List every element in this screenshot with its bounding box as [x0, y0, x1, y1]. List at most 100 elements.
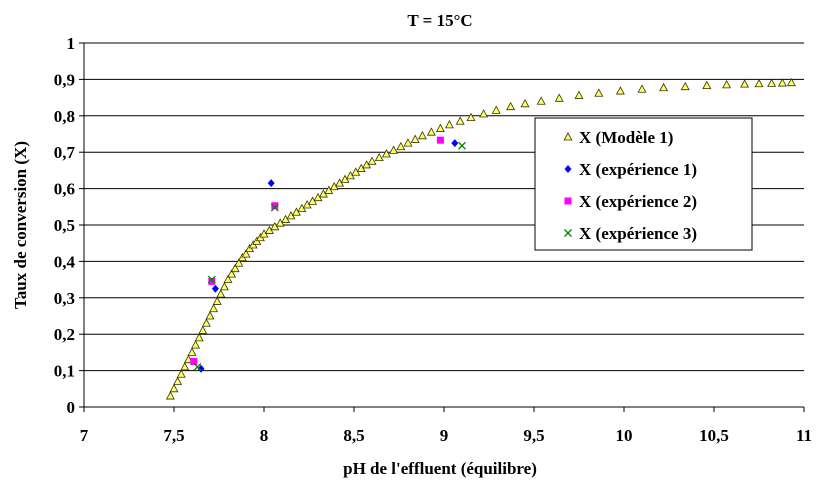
x-tick-label-2: 8 [260, 426, 269, 445]
series-0-point-10 [201, 318, 211, 327]
legend: X (Modèle 1) X (expérience 1) X (expérienc… [534, 117, 753, 251]
y-tick-label-10: 1 [67, 34, 76, 53]
series-0-point-59 [479, 109, 489, 118]
x-tick-label-8: 11 [796, 426, 812, 445]
series-1-point-1 [211, 284, 219, 293]
tick-labels: 0 0,1 0,2 0,3 0,4 0,5 0,6 0,7 0,8 0,9 1 7 7,5 8 8,5 9 9,… [54, 34, 812, 445]
gridlines [84, 42, 804, 372]
series-2-point-3 [436, 136, 444, 144]
series-0-point-12 [209, 303, 219, 313]
series-0-point-9 [198, 325, 208, 334]
series-0-point-56 [444, 120, 454, 129]
series-0-point-1 [169, 383, 179, 393]
legend-marker-0 [563, 132, 573, 141]
series-0-point-60 [491, 105, 501, 114]
series-0-point-54 [426, 127, 436, 136]
series-2-point-0 [190, 358, 198, 365]
series-0-point-62 [520, 98, 530, 108]
series-0-point-64 [554, 93, 564, 102]
series-1-point-0 [197, 364, 205, 373]
axes [79, 42, 805, 412]
series-0-point-50 [396, 141, 406, 151]
series-0-point-17 [227, 269, 237, 278]
x-tick-label-5: 9,5 [523, 426, 544, 445]
series-0-point-47 [374, 152, 384, 162]
series-0-point-3 [176, 369, 186, 378]
y-tick-label-9: 0,9 [54, 70, 75, 89]
y-tick-label-6: 0,6 [54, 180, 75, 199]
y-axis-label: Taux de conversion (X) [11, 141, 30, 309]
y-tick-label-8: 0,8 [54, 107, 75, 126]
series-0-point-2 [173, 376, 183, 385]
series-0-point-58 [466, 112, 476, 122]
series-0-point-68 [637, 84, 647, 93]
series-0-point-21 [241, 249, 251, 258]
y-tick-label-4: 0,4 [54, 252, 76, 271]
series-0-point-63 [536, 96, 546, 105]
series-3-point-2 [270, 203, 279, 212]
series-0-point-52 [410, 134, 420, 143]
series-0-point-66 [594, 88, 604, 97]
series-0-point-11 [205, 311, 215, 320]
series-2-point-2 [271, 202, 279, 210]
series-3-point-1 [207, 275, 216, 284]
series-0-point-57 [455, 116, 465, 125]
series-0-point-49 [389, 145, 399, 154]
series-points [165, 77, 796, 400]
series-1-point-2 [267, 179, 275, 188]
series-3-point-3 [458, 141, 466, 150]
y-tick-label-2: 0,2 [54, 325, 75, 344]
x-tick-label-3: 8,5 [343, 426, 364, 445]
series-0-point-73 [740, 79, 750, 88]
legend-marker-3 [564, 229, 572, 237]
y-tick-label-7: 0,7 [54, 143, 76, 162]
series-0-point-72 [722, 80, 732, 89]
series-0-point-61 [506, 101, 516, 111]
series-0-point-18 [230, 263, 240, 273]
x-tick-label-0: 7 [80, 426, 89, 445]
series-0-point-51 [403, 138, 413, 147]
x-tick-label-1: 7,5 [163, 426, 184, 445]
x-tick-label-7: 10,5 [699, 426, 729, 445]
series-0-point-75 [767, 78, 777, 87]
series-0-point-74 [754, 78, 764, 88]
series-2-point-1 [208, 277, 216, 285]
series-0-point-19 [234, 258, 244, 267]
series-0-point-53 [417, 130, 427, 140]
series-0-point-65 [574, 90, 584, 99]
legend-label-0: X (Modèle 1) [579, 128, 673, 147]
legend-marker-1 [564, 165, 572, 173]
series-0-point-0 [165, 391, 175, 400]
series-0-point-16 [223, 274, 233, 284]
legend-label-1: X (expérience 1) [579, 160, 697, 179]
series-0-point-69 [659, 82, 669, 92]
y-tick-label-3: 0,3 [54, 289, 75, 308]
series-0-point-7 [191, 340, 201, 349]
series-0-point-77 [786, 77, 796, 87]
series-0-point-4 [180, 362, 190, 371]
series-0-point-48 [381, 149, 391, 158]
series-0-point-71 [702, 80, 712, 89]
series-0-point-8 [194, 333, 204, 342]
series-0-point-6 [187, 347, 197, 356]
x-tick-label-4: 9 [440, 426, 449, 445]
series-0-point-13 [212, 296, 222, 305]
series-0-point-14 [216, 289, 226, 298]
series-0-point-46 [367, 156, 377, 165]
series-1-point-3 [451, 139, 459, 148]
x-tick-label-6: 10 [616, 426, 633, 445]
y-tick-label-5: 0,5 [54, 216, 75, 235]
chart-title: T = 15°C [407, 11, 472, 30]
series-0-point-15 [219, 282, 229, 291]
legend-label-2: X (expérience 2) [579, 192, 697, 211]
y-tick-label-0: 0 [67, 398, 76, 417]
legend-label-3: X (expérience 3) [579, 224, 697, 243]
x-axis-label: pH de l'effluent (équilibre) [343, 459, 537, 478]
series-0-point-67 [615, 86, 625, 95]
series-0-point-76 [777, 78, 787, 87]
series-0-point-70 [680, 81, 690, 91]
series-3-point-0 [193, 363, 202, 371]
y-tick-label-1: 0,1 [54, 362, 75, 381]
